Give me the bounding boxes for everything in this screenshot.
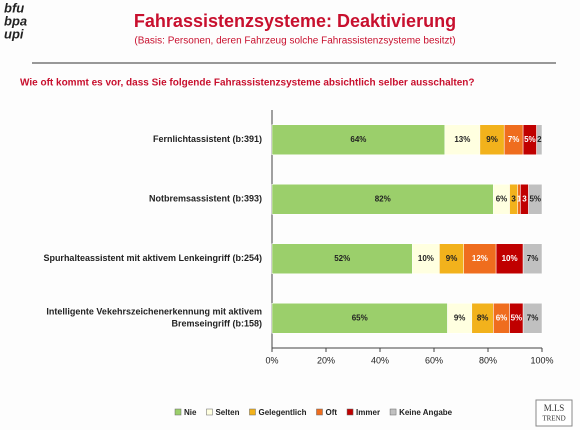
value-label: 9% [454, 313, 466, 322]
value-label: 12% [472, 254, 488, 263]
value-label: 6% [496, 194, 508, 203]
category-label: Spurhalteassistent mit aktivem Lenkeingr… [43, 253, 262, 263]
x-tick-label: 60% [425, 355, 443, 365]
value-label: 82% [375, 194, 391, 203]
value-label: 13% [454, 135, 470, 144]
legend-label: Nie [184, 408, 197, 417]
value-label: 7% [527, 313, 539, 322]
logo-line: bpa [4, 13, 27, 28]
x-tick-label: 80% [479, 355, 497, 365]
bar-segment [447, 303, 473, 334]
bar-segment [412, 243, 440, 274]
x-tick-label: 40% [371, 355, 389, 365]
bar-segment [528, 184, 543, 215]
legend-swatch [206, 408, 213, 416]
value-label: 65% [352, 313, 368, 322]
logo-line: bfu [4, 0, 24, 15]
bar-segment [522, 243, 543, 274]
value-label: 5% [511, 313, 523, 322]
value-label: 7% [527, 254, 539, 263]
value-label: 3 [522, 194, 527, 203]
value-label: 2 [537, 135, 542, 144]
category-label: Intelligente Vekehrszeichenerkennung mit… [46, 307, 262, 329]
value-label: 5% [529, 194, 541, 203]
value-label: 5% [524, 135, 536, 144]
bar-segment [271, 184, 494, 215]
bar-segment [495, 243, 524, 274]
legend-label: Oft [325, 408, 337, 417]
legend-swatch [249, 408, 256, 416]
category-label: Fernlichtassistent (b:391) [153, 134, 262, 144]
value-label: 8% [477, 313, 489, 322]
footer-logo: M.I.S [544, 403, 565, 413]
x-tick-label: 20% [317, 355, 335, 365]
legend-swatch [174, 408, 182, 416]
x-tick-label: 0% [265, 355, 278, 365]
question: Wie oft kommt es vor, dass Sie folgende … [20, 78, 475, 89]
legend-swatch [316, 408, 323, 416]
value-label: 10% [418, 254, 434, 263]
value-label: 10% [502, 254, 518, 263]
legend-label: Selten [215, 408, 239, 417]
legend-label: Immer [356, 408, 380, 417]
value-label: 6% [496, 313, 508, 322]
bar-segment [271, 303, 448, 334]
bar-segment [271, 124, 446, 155]
value-label: 7% [508, 135, 520, 144]
footer-logo: TREND [542, 415, 565, 423]
category-label: Notbremsassistent (b:393) [149, 194, 262, 204]
footer-logo-box [535, 399, 573, 427]
legend-label: Gelegentlich [258, 408, 306, 417]
value-label: 9% [446, 254, 458, 263]
value-label: 1 [517, 194, 522, 203]
chart-title: Fahrassistenzsysteme: Deaktivierung [134, 11, 456, 31]
legend-swatch [389, 408, 397, 416]
bar-segment [522, 303, 543, 334]
bar-segment [271, 243, 413, 274]
value-label: 9% [486, 135, 498, 144]
chart-subtitle: (Basis: Personen, deren Fahrzeug solche … [134, 36, 455, 47]
bar-segment [439, 243, 464, 274]
bar-segment [463, 243, 497, 274]
bar-segment [536, 124, 543, 155]
legend-label: Keine Angabe [399, 408, 453, 417]
legend-swatch [346, 408, 354, 416]
value-label: 3 [511, 194, 516, 203]
logo-line: upi [4, 26, 24, 41]
value-label: 52% [334, 254, 350, 263]
x-tick-label: 100% [530, 355, 553, 365]
value-label: 64% [350, 135, 366, 144]
